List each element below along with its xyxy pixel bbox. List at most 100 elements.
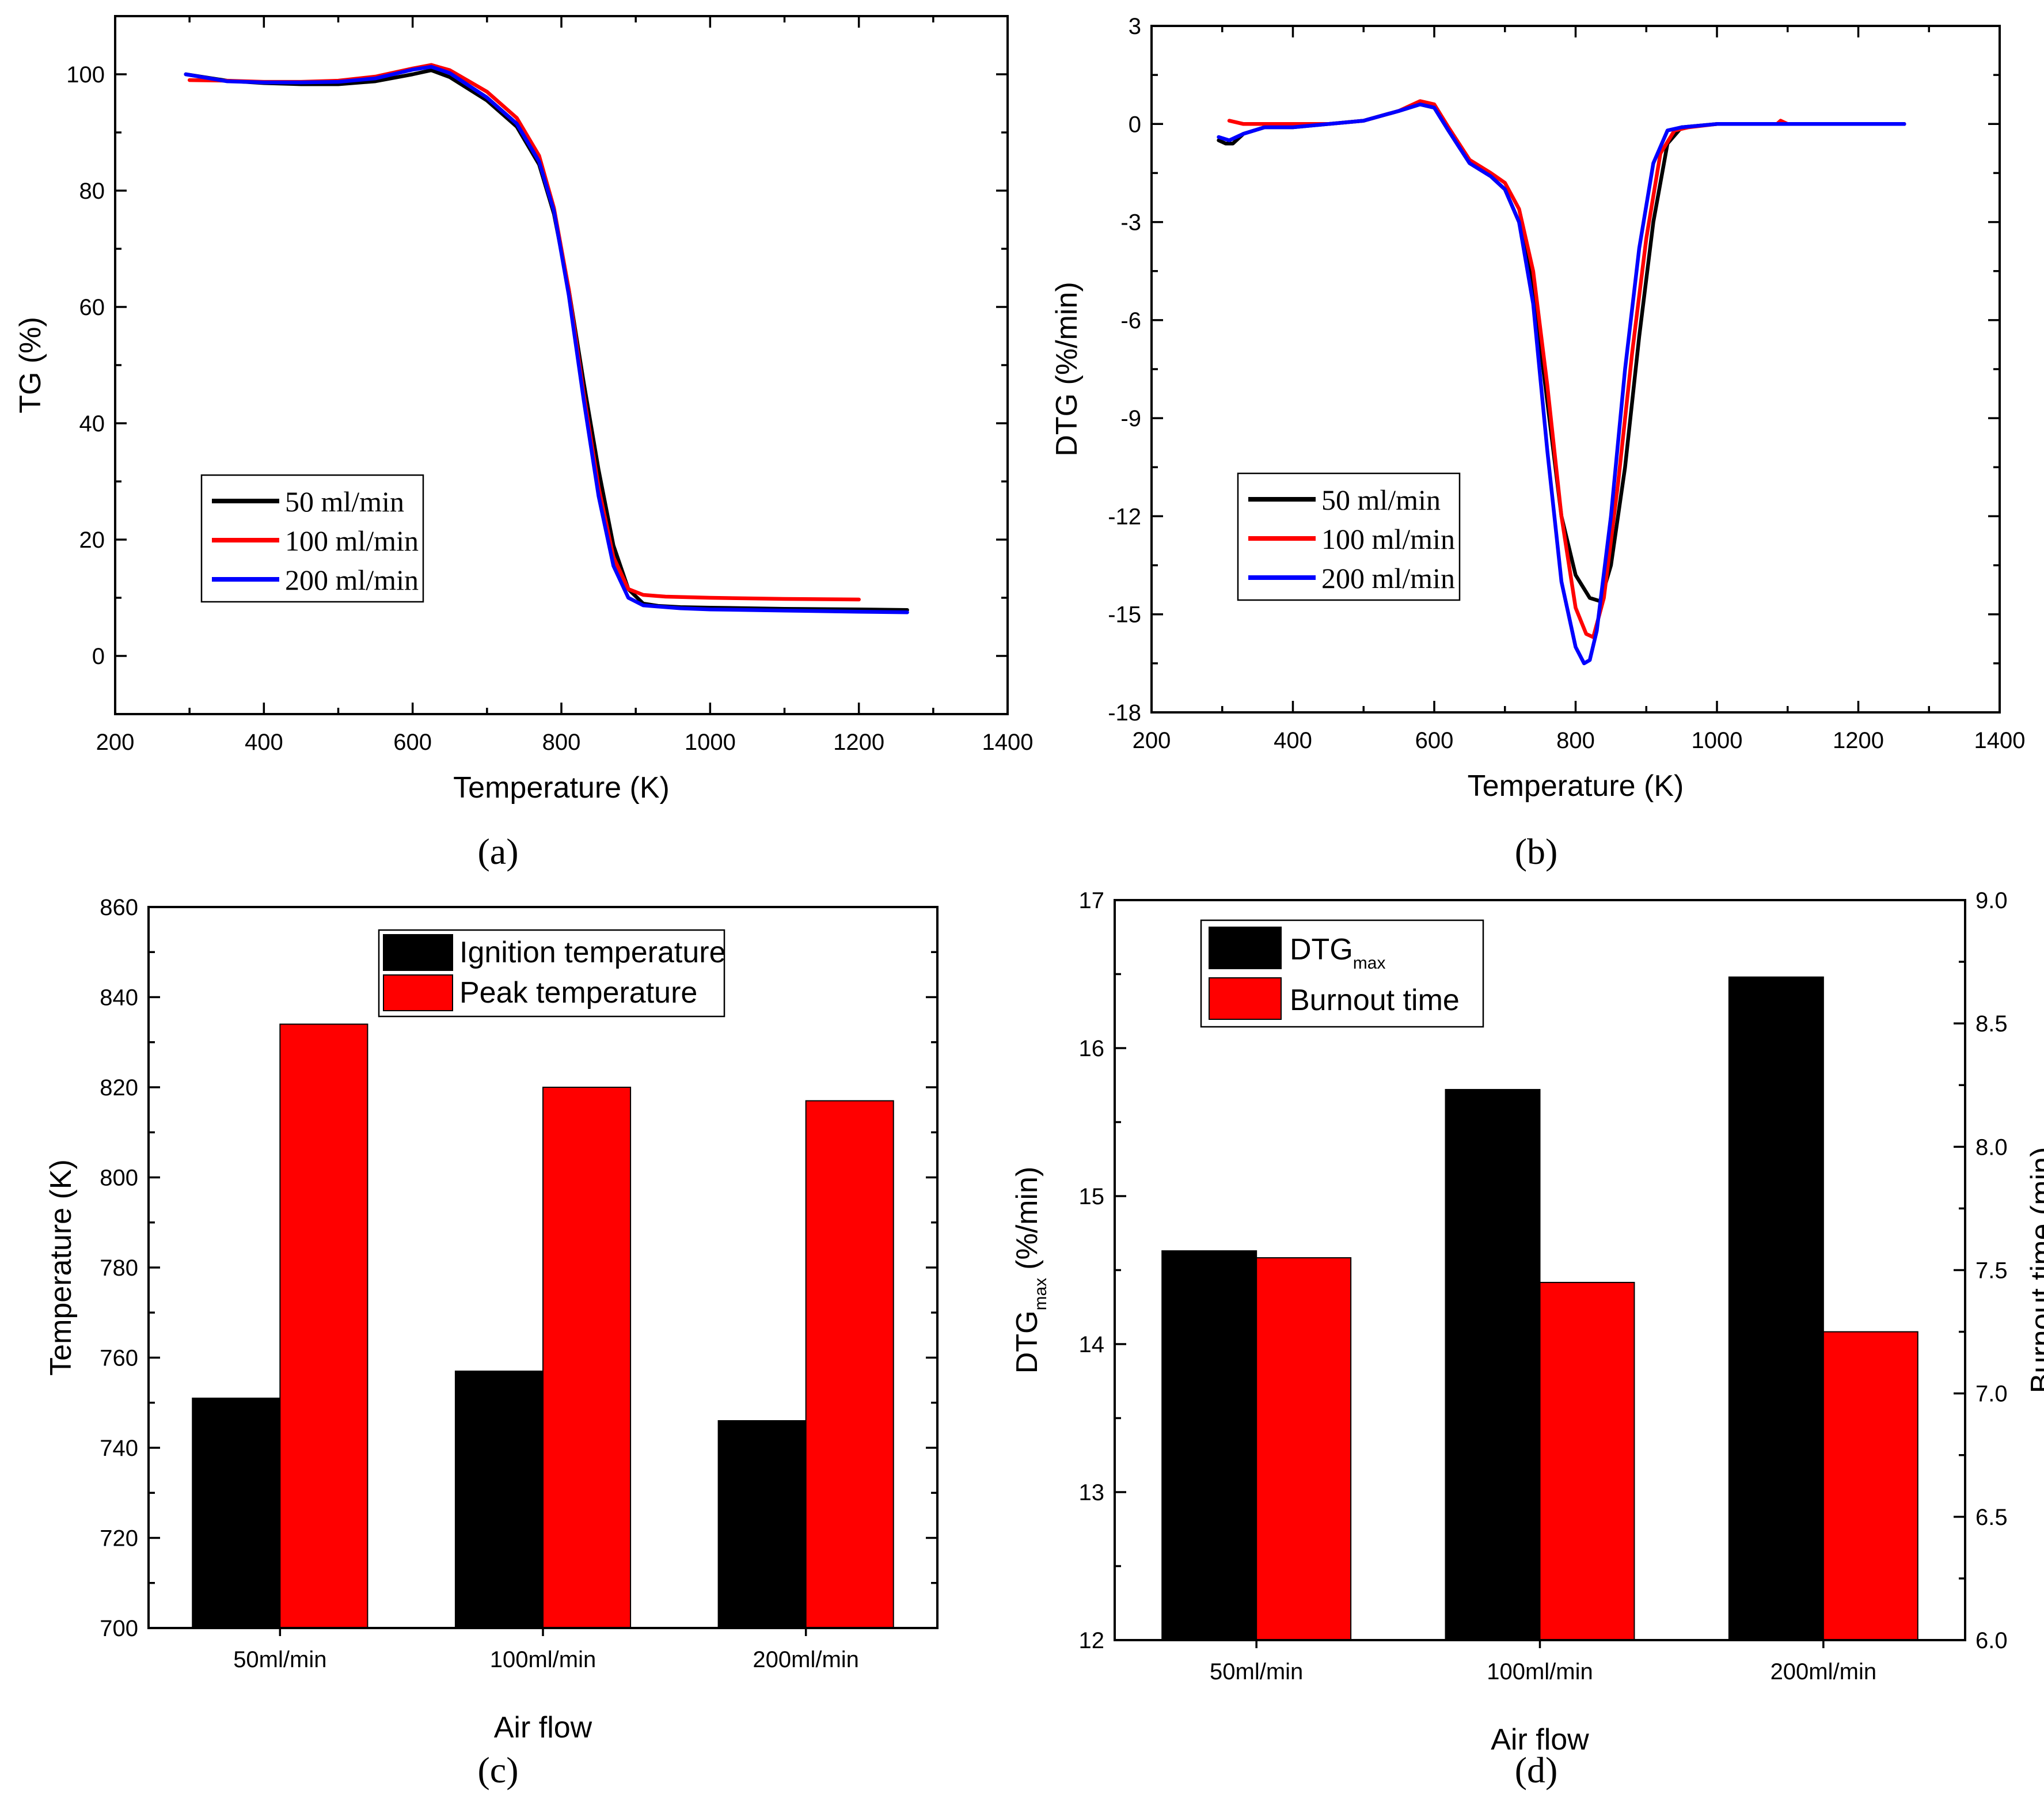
legend-label: 100 ml/min <box>285 525 419 557</box>
panel-label: (d) <box>1515 1750 1558 1790</box>
x-category-label: 50ml/min <box>233 1647 326 1672</box>
y-tick-label: 3 <box>1129 14 1141 39</box>
y2-tick-label: 6.0 <box>1975 1628 2008 1653</box>
x-tick-label: 600 <box>393 730 432 755</box>
y-axis-label-subscript: max <box>1031 1278 1050 1311</box>
panel-label: (c) <box>477 1750 518 1790</box>
x-tick-label: 600 <box>1415 728 1454 753</box>
panel-c-temperature-bar-chart: 50ml/min 100ml/min 200ml/min 700 720 740 760 78… <box>44 895 939 1790</box>
bar-burnout-time <box>1822 1331 1918 1641</box>
legend-swatch <box>1209 977 1282 1020</box>
bar-peak-temperature <box>279 1023 368 1629</box>
legend-swatch <box>1209 927 1282 969</box>
y-tick-label: -9 <box>1120 406 1141 431</box>
legend-label: 200 ml/min <box>285 564 419 596</box>
y2-tick-label: 7.0 <box>1975 1382 2008 1407</box>
y-axis-label: Temperature (K) <box>44 1159 78 1376</box>
bar-dtg <box>1445 1088 1541 1641</box>
y2-axis-label: Burnout time (min) <box>2025 1147 2044 1394</box>
y-axis-label: TG (%) <box>14 317 47 413</box>
y-tick-label: 820 <box>100 1075 138 1101</box>
y-tick-label: 100 <box>66 62 105 88</box>
x-axis-label: Air flow <box>1491 1723 1589 1756</box>
y-tick-label: 860 <box>100 895 138 920</box>
y-tick-label: 20 <box>79 528 105 553</box>
x-category-label: 50ml/min <box>1210 1659 1303 1684</box>
y-tick-label: 780 <box>100 1255 138 1281</box>
bar-dtg <box>1161 1250 1257 1641</box>
x-axis-label: Temperature (K) <box>453 771 670 805</box>
legend-swatch <box>383 934 453 971</box>
y-tick-label: 16 <box>1079 1036 1105 1061</box>
x-axis-label: Air flow <box>494 1711 592 1744</box>
bar-burnout-time <box>1256 1257 1352 1641</box>
legend-label-main: DTG <box>1290 933 1353 966</box>
y-tick-label: 740 <box>100 1436 138 1461</box>
x-category-label: 100ml/min <box>490 1647 597 1672</box>
y-tick-label: -12 <box>1108 504 1141 529</box>
panel-a-tg-chart: 200 400 600 800 1000 1200 1400 0 20 40 60 80 100 50 m… <box>14 15 1034 872</box>
y-axis-label: DTG (%/min) <box>1050 282 1084 456</box>
x-category-label: 100ml/min <box>1487 1659 1593 1684</box>
y2-tick-label: 9.0 <box>1975 888 2008 913</box>
legend-label: 50 ml/min <box>285 485 404 518</box>
x-tick-label: 1000 <box>685 730 736 755</box>
y-tick-label: 40 <box>79 411 105 437</box>
x-tick-label: 1400 <box>1974 728 2026 753</box>
y-tick-label: 12 <box>1079 1628 1105 1653</box>
y-tick-label: 0 <box>92 644 105 669</box>
y2-tick-label: 8.0 <box>1975 1134 2008 1160</box>
x-tick-label: 1400 <box>982 730 1034 755</box>
x-tick-label: 400 <box>1274 728 1312 753</box>
y2-tick-label: 7.5 <box>1975 1258 2008 1284</box>
y-tick-label: 720 <box>100 1526 138 1551</box>
legend-label: 100 ml/min <box>1321 523 1455 555</box>
x-tick-label: 800 <box>542 730 581 755</box>
x-tick-label: 1200 <box>833 730 884 755</box>
bar-ignition-temperature <box>717 1420 807 1629</box>
y-tick-label: -3 <box>1120 210 1141 236</box>
bar-ignition-temperature <box>192 1397 281 1629</box>
y-axis-label-unit: (%/min) <box>1010 1167 1044 1270</box>
x-tick-label: 200 <box>1133 728 1171 753</box>
y-tick-label: 0 <box>1129 112 1141 137</box>
legend-label: Ignition temperature <box>459 936 726 969</box>
panel-b-dtg-chart: 200 400 600 800 1000 1200 1400 -18 -15 -12 -9 -6 -3 0… <box>1050 14 2025 872</box>
x-tick-label: 800 <box>1556 728 1595 753</box>
y-tick-label: 800 <box>100 1166 138 1191</box>
legend-label-subscript: max <box>1353 954 1386 973</box>
series-line-200-ml-min <box>1217 102 1906 666</box>
y-tick-label: 60 <box>79 295 105 320</box>
bar-peak-temperature <box>542 1087 632 1629</box>
y-tick-label: 17 <box>1079 888 1105 913</box>
series-line-200-ml-min <box>184 64 909 614</box>
x-tick-label: 1000 <box>1692 728 1743 753</box>
y-axis-label: DTGmax (%/min) <box>1010 1167 1050 1374</box>
x-tick-label: 200 <box>96 730 135 755</box>
bar-burnout-time <box>1539 1281 1635 1641</box>
legend-swatch <box>383 974 453 1011</box>
y2-tick-label: 6.5 <box>1975 1505 2008 1530</box>
x-axis-label: Temperature (K) <box>1468 769 1684 803</box>
panel-d-dtgmax-burnout-bar-chart: 50ml/min 100ml/min 200ml/min 12 13 14 15 16 17 6.… <box>1010 888 2044 1790</box>
bar-dtg <box>1728 976 1824 1641</box>
y-tick-label: -6 <box>1120 308 1141 333</box>
y2-tick-label: 8.5 <box>1975 1011 2008 1037</box>
legend-label: Burnout time <box>1290 984 1460 1017</box>
legend-label: 50 ml/min <box>1321 484 1441 516</box>
legend-label: 200 ml/min <box>1321 562 1455 594</box>
legend-label: Peak temperature <box>459 976 697 1010</box>
legend-label-main: Burnout time <box>1290 984 1460 1017</box>
y-axis-label-main: DTG <box>1010 1311 1044 1374</box>
panel-label: (b) <box>1515 831 1558 872</box>
y-tick-label: 15 <box>1079 1184 1105 1209</box>
y-tick-label: 700 <box>100 1616 138 1641</box>
x-tick-label: 1200 <box>1833 728 1884 753</box>
x-category-label: 200ml/min <box>1771 1659 1877 1684</box>
legend-label: DTGmax <box>1290 933 1385 973</box>
y-tick-label: 14 <box>1079 1332 1105 1357</box>
y-tick-label: -18 <box>1108 700 1141 726</box>
panel-label: (a) <box>477 831 518 872</box>
y-tick-label: 13 <box>1079 1480 1105 1505</box>
